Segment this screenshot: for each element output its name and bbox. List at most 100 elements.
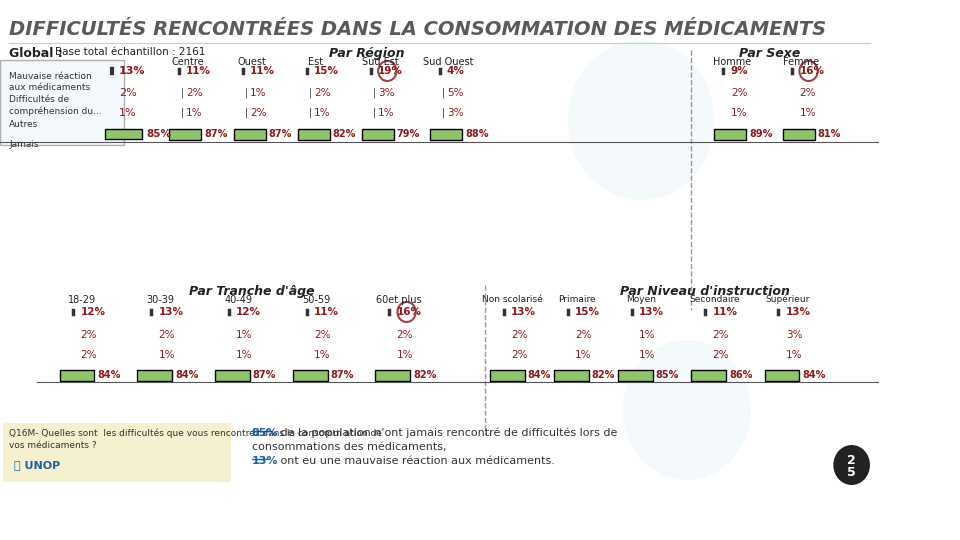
Text: 2%: 2% [800, 88, 816, 98]
Text: 87%: 87% [268, 129, 292, 139]
Text: 85%: 85% [252, 428, 278, 438]
FancyBboxPatch shape [106, 129, 142, 139]
Text: 2%: 2% [731, 88, 747, 98]
Text: Mauvaise réaction
aux médicaments: Mauvaise réaction aux médicaments [10, 72, 92, 92]
FancyBboxPatch shape [60, 370, 94, 381]
Text: 84%: 84% [803, 370, 826, 380]
Text: 2%: 2% [81, 330, 97, 340]
FancyBboxPatch shape [293, 370, 328, 381]
Text: |: | [308, 87, 312, 98]
Text: 1%: 1% [314, 108, 330, 118]
FancyBboxPatch shape [137, 370, 172, 381]
Text: |: | [442, 87, 444, 98]
Text: 1%: 1% [378, 108, 395, 118]
Text: 1%: 1% [639, 350, 656, 360]
Text: |: | [372, 108, 376, 118]
Text: ont eu une mauvaise réaction aux médicaments.: ont eu une mauvaise réaction aux médicam… [277, 456, 555, 466]
Text: 1%: 1% [186, 108, 203, 118]
Text: 16%: 16% [800, 66, 825, 76]
Text: 1%: 1% [800, 108, 816, 118]
Text: 81%: 81% [818, 129, 841, 139]
FancyBboxPatch shape [298, 129, 329, 140]
FancyBboxPatch shape [362, 129, 394, 140]
Text: 2%: 2% [250, 108, 267, 118]
Text: 2: 2 [848, 454, 856, 467]
Text: 13%: 13% [639, 307, 664, 317]
Text: 2%: 2% [314, 330, 330, 340]
Text: 1%: 1% [250, 88, 267, 98]
Text: 60et plus: 60et plus [375, 295, 421, 305]
Text: Centre: Centre [172, 57, 204, 67]
FancyBboxPatch shape [169, 129, 202, 140]
Text: Secondaire: Secondaire [689, 295, 739, 304]
Text: consommations des médicaments,: consommations des médicaments, [252, 442, 446, 452]
Text: Femme: Femme [783, 57, 819, 67]
Text: 12%: 12% [81, 307, 106, 317]
Text: Primaire: Primaire [558, 295, 596, 304]
Text: 84%: 84% [175, 370, 199, 380]
Text: 1%: 1% [119, 108, 136, 118]
Text: |: | [442, 108, 444, 118]
Text: |: | [245, 87, 248, 98]
Text: de la population n'ont jamais rencontré de difficultés lors de: de la population n'ont jamais rencontré … [277, 428, 618, 438]
Text: 15%: 15% [314, 66, 339, 76]
Text: Par Sexe: Par Sexe [738, 47, 800, 60]
Text: 82%: 82% [413, 370, 437, 380]
Text: 4%: 4% [447, 66, 465, 76]
Text: 13%: 13% [119, 66, 146, 76]
Text: 2%: 2% [575, 330, 591, 340]
Text: Q16M- Quelles sont  les difficultés que vous rencontrez dans la consomm ation de: Q16M- Quelles sont les difficultés que v… [10, 428, 382, 450]
FancyBboxPatch shape [0, 60, 124, 145]
Text: 1%: 1% [396, 350, 413, 360]
Text: 2%: 2% [186, 88, 203, 98]
Text: 13%: 13% [158, 307, 183, 317]
Text: 82%: 82% [332, 129, 356, 139]
Text: 11%: 11% [186, 66, 211, 76]
Text: 1%: 1% [236, 350, 252, 360]
FancyBboxPatch shape [375, 370, 410, 381]
Text: 85%: 85% [147, 129, 172, 139]
Text: |: | [180, 108, 183, 118]
Text: 2%: 2% [511, 350, 527, 360]
FancyBboxPatch shape [554, 370, 588, 381]
Text: 16%: 16% [396, 307, 421, 317]
Text: 1%: 1% [639, 330, 656, 340]
Text: Moyen: Moyen [626, 295, 656, 304]
Text: 86%: 86% [729, 370, 753, 380]
FancyBboxPatch shape [215, 370, 250, 381]
Text: Supérieur: Supérieur [765, 295, 809, 305]
Text: Difficultés de
compréhension du...: Difficultés de compréhension du... [10, 95, 102, 116]
Text: 18-29: 18-29 [68, 295, 97, 305]
Text: Ⓞ UNOP: Ⓞ UNOP [13, 460, 60, 470]
Text: 2%: 2% [712, 350, 729, 360]
Text: 79%: 79% [396, 129, 420, 139]
Text: 84%: 84% [97, 370, 120, 380]
Text: Est: Est [308, 57, 324, 67]
Text: 87%: 87% [330, 370, 354, 380]
FancyBboxPatch shape [783, 129, 815, 140]
Text: |: | [180, 87, 183, 98]
Text: Par Tranche d'âge: Par Tranche d'âge [189, 285, 315, 298]
Text: Global :: Global : [10, 47, 63, 60]
Text: 2%: 2% [81, 350, 97, 360]
FancyBboxPatch shape [765, 370, 800, 381]
Text: |: | [308, 108, 312, 118]
FancyBboxPatch shape [430, 129, 463, 140]
Text: Autres: Autres [10, 120, 38, 129]
Text: 88%: 88% [466, 129, 489, 139]
FancyBboxPatch shape [691, 370, 726, 381]
Text: |: | [372, 87, 376, 98]
Text: 11%: 11% [314, 307, 339, 317]
Text: Sud Est: Sud Est [362, 57, 398, 67]
Text: 12%: 12% [236, 307, 261, 317]
Text: 87%: 87% [252, 370, 276, 380]
Text: 1%: 1% [314, 350, 330, 360]
Text: 1%: 1% [575, 350, 591, 360]
Text: 3%: 3% [447, 108, 464, 118]
FancyBboxPatch shape [233, 129, 266, 140]
Text: 40-49: 40-49 [224, 295, 252, 305]
Text: Non scolarisé: Non scolarisé [483, 295, 543, 304]
Text: 2%: 2% [712, 330, 729, 340]
Text: 1%: 1% [731, 108, 747, 118]
Text: 3%: 3% [785, 330, 803, 340]
